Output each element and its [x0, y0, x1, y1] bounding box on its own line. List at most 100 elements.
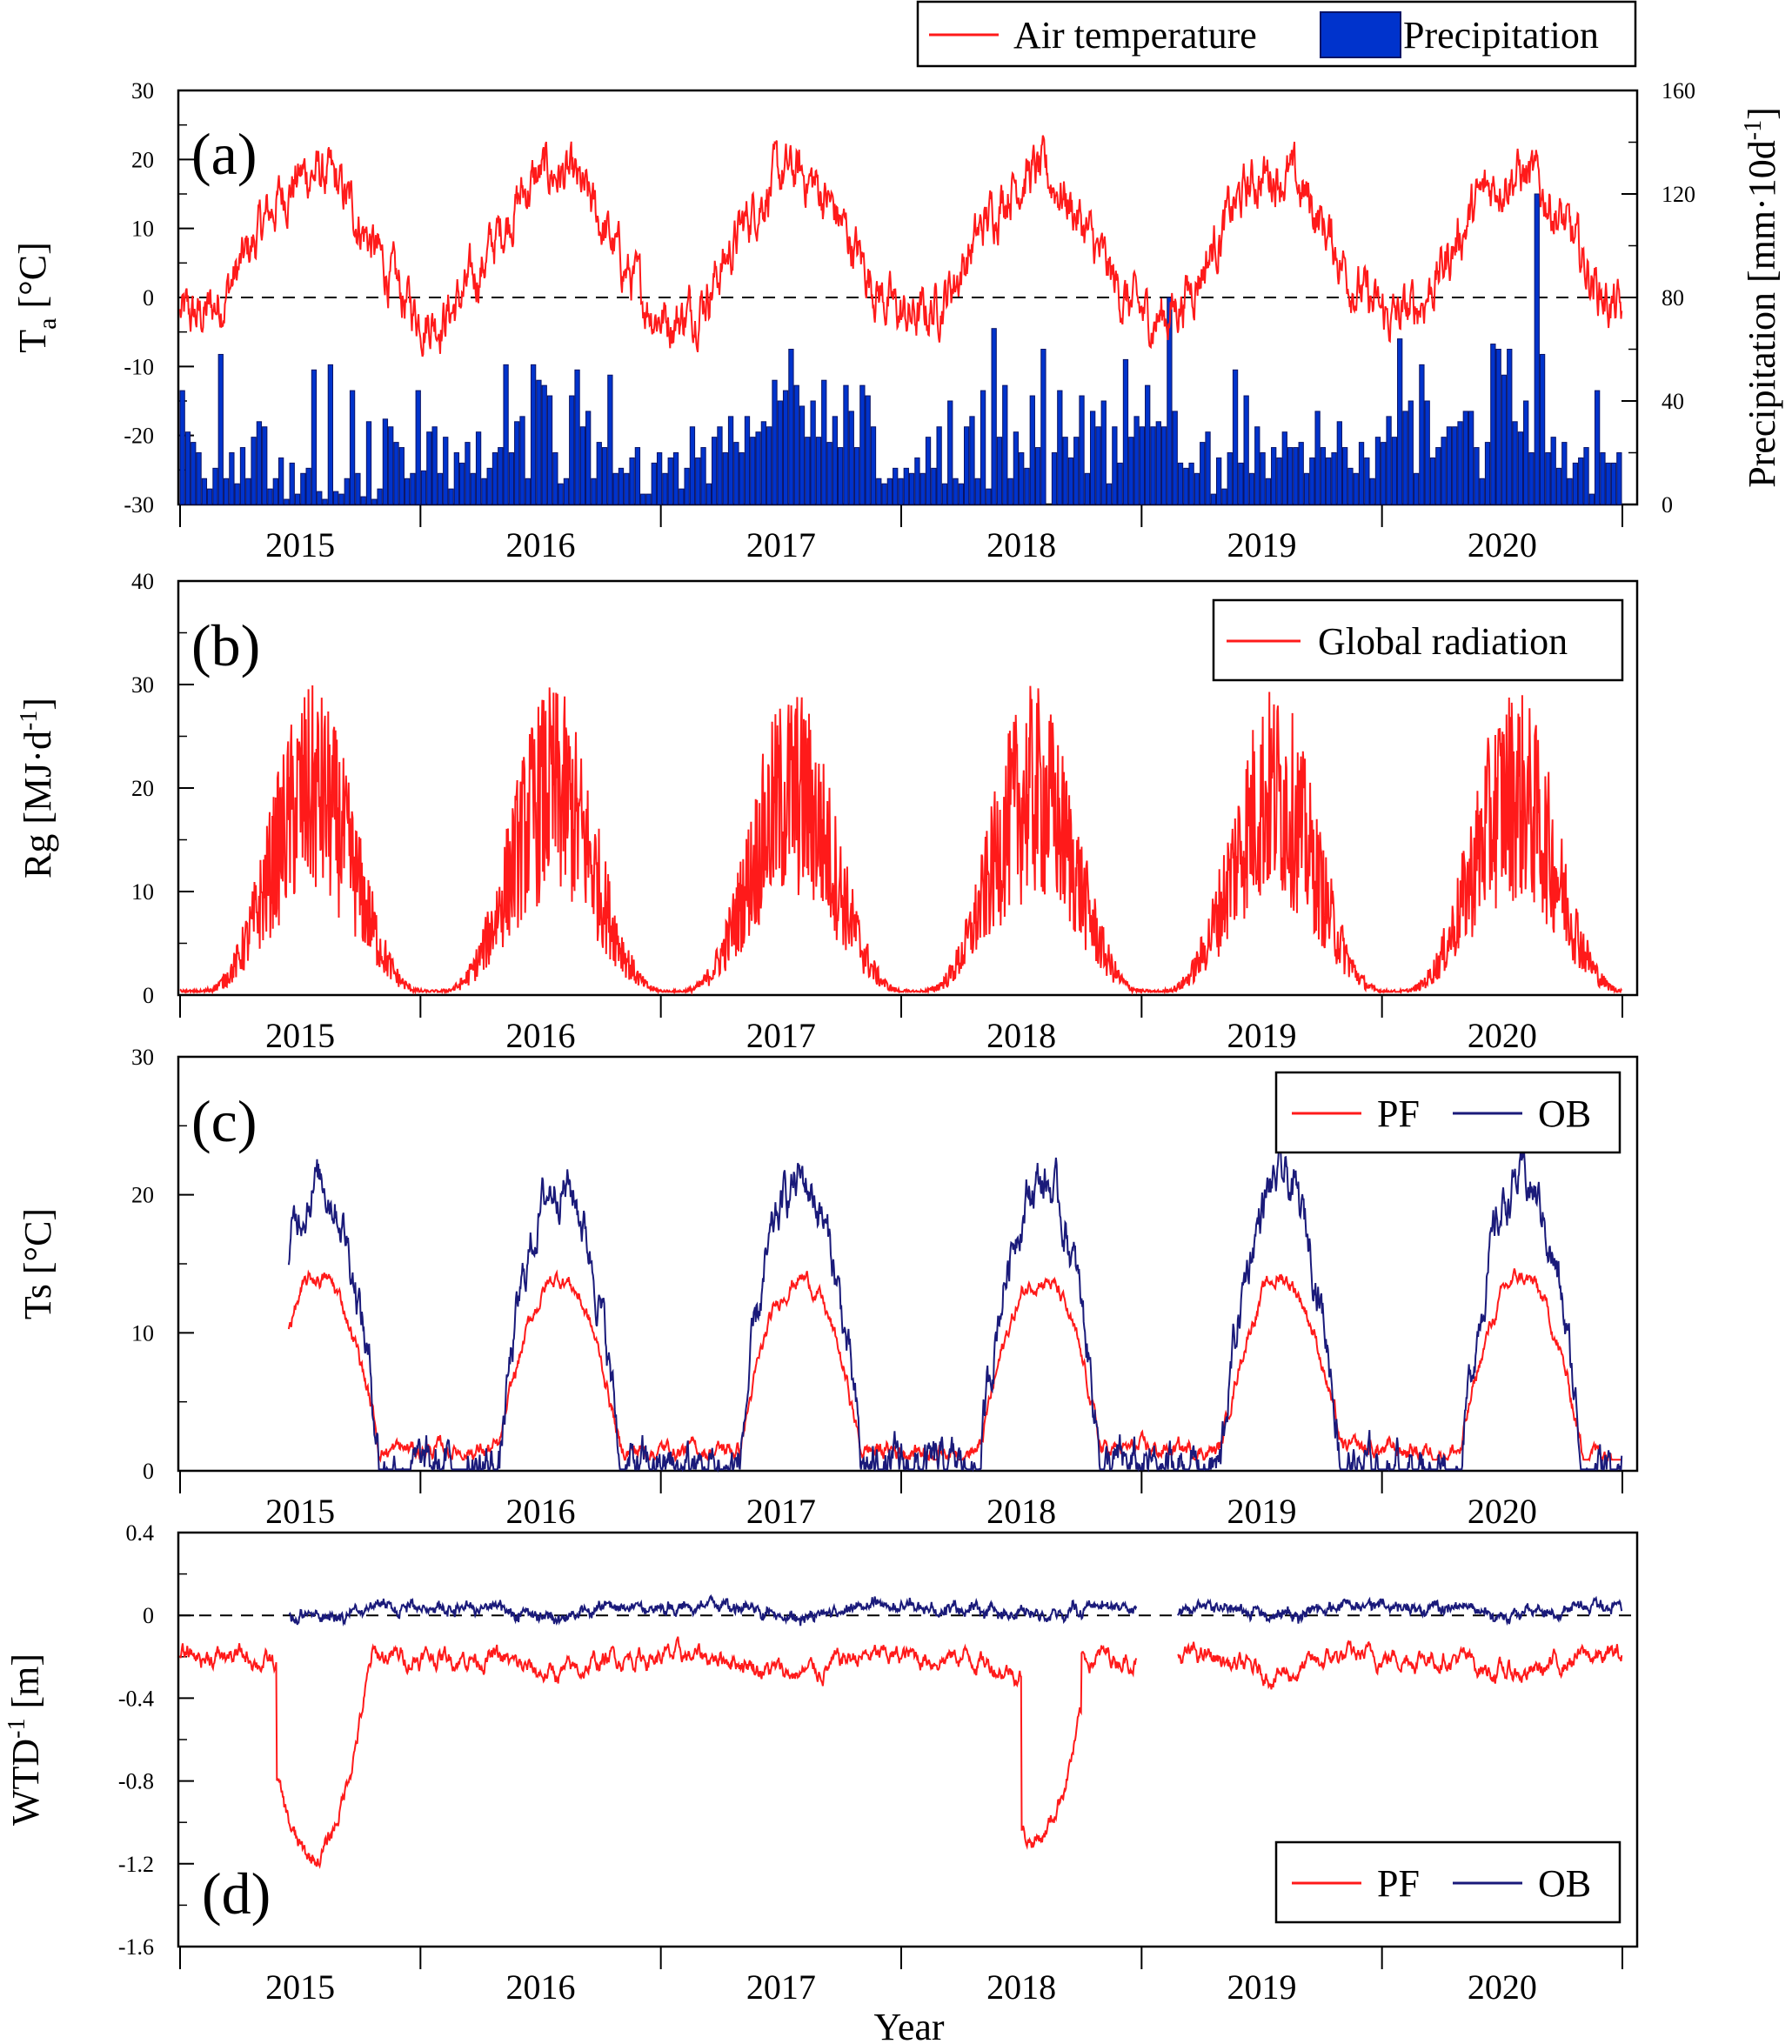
precip-bar-4 [201, 478, 208, 505]
precip-bar-114 [805, 437, 811, 505]
precip-bar-185 [1194, 472, 1200, 505]
precip-bar-81 [624, 472, 630, 505]
year-label-d-2016: 2016 [506, 1967, 576, 2007]
series-global-radiation [179, 685, 1623, 996]
precip-bar-112 [793, 384, 799, 505]
year-label-d-2020: 2020 [1468, 1967, 1537, 2007]
precip-bar-253 [1567, 478, 1573, 505]
precip-bar-244 [1517, 431, 1524, 505]
precip-bar-230 [1441, 437, 1447, 505]
precip-bar-248 [1539, 353, 1546, 505]
precip-bar-177 [1150, 426, 1156, 505]
ytick-label-a-1: -20 [124, 424, 154, 449]
precip-bar-204 [1298, 442, 1304, 505]
year-label-a-2018: 2018 [986, 525, 1056, 564]
precip-bar-176 [1145, 384, 1151, 505]
precip-bar-111 [788, 349, 794, 505]
precip-bar-71 [569, 395, 575, 505]
precip-bar-151 [1007, 478, 1013, 505]
precip-bar-53 [470, 472, 476, 505]
precip-bar-29 [338, 493, 344, 505]
precip-bar-228 [1429, 457, 1436, 505]
precip-bar-173 [1128, 437, 1134, 505]
precip-bar-79 [612, 472, 619, 505]
precip-bar-37 [382, 418, 389, 505]
precip-bar-6 [212, 467, 218, 505]
legend-b: Global radiation [1212, 598, 1624, 682]
precip-bar-131 [898, 478, 904, 505]
precip-bar-12 [245, 478, 251, 505]
ytick-label-b-1: 10 [131, 879, 154, 905]
precip-bar-137 [931, 467, 937, 505]
precip-bar-257 [1588, 493, 1595, 505]
ytick-label-a-0: -30 [124, 492, 154, 518]
xlabel: Year [873, 2006, 944, 2044]
precip-bar-18 [277, 457, 284, 505]
year-label-a-2019: 2019 [1227, 525, 1297, 564]
precip-bar-261 [1610, 462, 1617, 505]
ytick-right-label-a-1: 40 [1662, 389, 1684, 414]
precip-bar-171 [1117, 462, 1123, 505]
precip-bar-202 [1287, 447, 1294, 505]
precip-bar-219 [1381, 442, 1387, 505]
ytick-label-a-3: 0 [143, 285, 154, 311]
legend-d-label-pf: PF [1377, 1862, 1420, 1905]
precip-bar-234 [1462, 411, 1468, 505]
year-label-b-2019: 2019 [1227, 1016, 1297, 1055]
ytick-label-c-3: 30 [131, 1045, 154, 1070]
series-wtd-ob [288, 1594, 1623, 1627]
precip-bar-103 [744, 416, 751, 505]
precip-bar-163 [1073, 437, 1080, 505]
precip-bar-213 [1347, 467, 1354, 505]
precip-bar-129 [886, 478, 893, 505]
precip-bar-87 [656, 452, 663, 505]
precip-bar-11 [239, 447, 246, 505]
precip-bar-66 [541, 384, 547, 505]
ytick-label-b-0: 0 [143, 983, 154, 1008]
precip-bar-153 [1019, 452, 1025, 505]
precip-bar-198 [1265, 478, 1272, 505]
precip-bar-20 [289, 462, 295, 505]
precip-bar-130 [893, 467, 899, 505]
precip-bar-2 [191, 442, 197, 505]
precip-bar-65 [536, 379, 542, 505]
precip-bar-113 [799, 405, 806, 505]
precip-bar-209 [1326, 457, 1332, 505]
legend-c-label-pf: PF [1377, 1092, 1420, 1135]
precip-bar-17 [272, 478, 278, 505]
precip-bar-28 [333, 491, 339, 505]
ytick-label-b-3: 30 [131, 672, 154, 698]
year-label-c-2020: 2020 [1468, 1492, 1537, 1531]
precip-bar-24 [311, 369, 318, 505]
precip-bar-57 [491, 452, 498, 505]
precip-bar-259 [1600, 452, 1606, 505]
precip-bar-165 [1084, 472, 1090, 505]
precip-bar-31 [349, 390, 356, 505]
year-label-a-2015: 2015 [265, 525, 335, 564]
precip-bar-236 [1474, 447, 1480, 505]
precip-bar-254 [1572, 462, 1579, 505]
precip-bar-69 [558, 483, 564, 505]
precip-bar-83 [634, 447, 641, 505]
precip-bar-23 [305, 467, 311, 505]
precip-bar-14 [256, 421, 263, 505]
precip-bar-13 [251, 437, 257, 505]
precip-bar-68 [552, 452, 558, 505]
precip-bar-72 [574, 369, 580, 505]
precip-bar-148 [991, 328, 997, 505]
precip-bar-143 [963, 426, 970, 505]
precip-bar-75 [591, 478, 597, 505]
year-label-c-2017: 2017 [746, 1492, 816, 1531]
precip-bar-191 [1227, 452, 1233, 505]
precip-bar-208 [1320, 447, 1327, 505]
precip-bar-172 [1122, 358, 1129, 505]
precip-bar-62 [519, 416, 525, 505]
precip-bar-90 [672, 452, 679, 505]
precip-bar-256 [1583, 447, 1589, 505]
precip-bar-84 [640, 493, 646, 505]
legend-c-label-ob: OB [1538, 1092, 1591, 1135]
precip-bar-218 [1374, 437, 1381, 505]
precip-bar-156 [1034, 447, 1041, 505]
precip-bar-140 [947, 400, 953, 505]
precip-bar-196 [1254, 426, 1260, 505]
